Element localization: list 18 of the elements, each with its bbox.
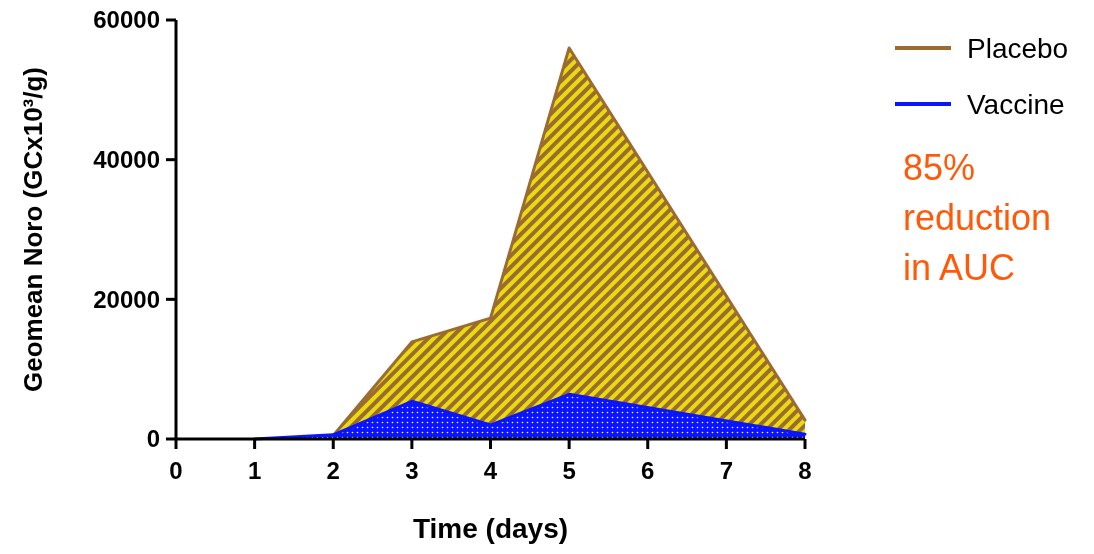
x-tick-label: 8	[798, 457, 812, 484]
text: 85% reduction in AUC	[903, 147, 1052, 288]
x-tick-label: 3	[405, 457, 419, 484]
x-axis-title: Time (days)	[412, 513, 569, 544]
legend-label: Vaccine	[967, 88, 1065, 120]
y-tick-label: 20000	[93, 285, 160, 313]
x-tick-label: 5	[562, 457, 576, 484]
y-axis-title: Geomean Noro (GCx10³/g)	[18, 66, 48, 393]
y-tick-label: 40000	[93, 146, 160, 174]
x-tick-label: 2	[326, 457, 340, 484]
y-tick-label: 0	[146, 425, 160, 453]
x-tick-label: 4	[483, 457, 498, 484]
y-tick-label: 60000	[93, 6, 160, 34]
x-tick-label: 7	[719, 457, 734, 484]
legend-label: Placebo	[967, 32, 1069, 64]
x-tick-label: 1	[247, 457, 262, 484]
x-tick-label: 0	[169, 457, 183, 484]
x-tick-label: 6	[641, 457, 655, 484]
